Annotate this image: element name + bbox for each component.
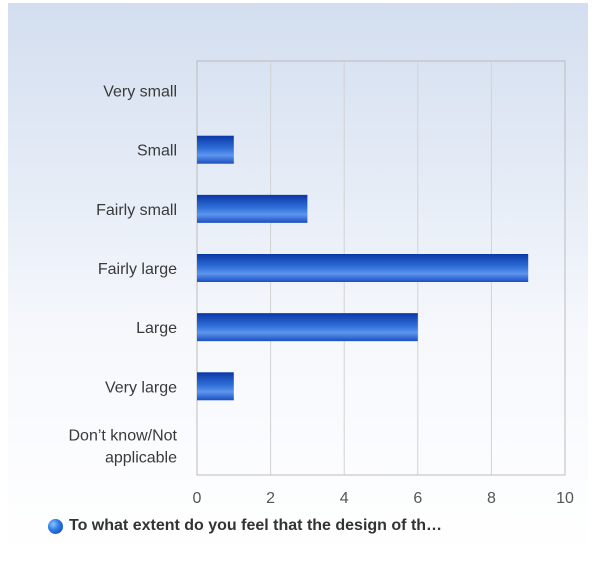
- bar-4: [197, 313, 418, 342]
- category-label-5: Very large: [105, 379, 177, 396]
- legend-marker-icon: [48, 518, 63, 534]
- chart-panel: Very small Small Fairly small Fairly large L…: [8, 3, 588, 558]
- category-label-1: Small: [137, 143, 177, 160]
- category-label-0: Very small: [103, 84, 177, 101]
- x-tick-label-5: 10: [556, 490, 574, 507]
- category-label-2: Fairly small: [96, 202, 177, 219]
- x-tick-label-4: 8: [487, 490, 496, 507]
- bar-chart: Very small Small Fairly small Fairly large L…: [69, 60, 574, 507]
- legend-label: To what extent do you feel that the desi…: [69, 517, 443, 534]
- category-label-6-0: Don’t know/Not: [69, 427, 178, 444]
- category-label-4: Large: [136, 320, 177, 337]
- bar-5: [197, 372, 234, 401]
- x-tick-label-1: 2: [266, 490, 275, 507]
- legend: To what extent do you feel that the desi…: [48, 517, 588, 535]
- x-tick-label-2: 4: [340, 490, 349, 507]
- x-tick-label-3: 6: [413, 490, 422, 507]
- category-label-3: Fairly large: [98, 261, 177, 278]
- bar-2: [197, 194, 308, 223]
- category-label-6-1: applicable: [105, 449, 177, 466]
- bar-1: [197, 135, 234, 164]
- x-tick-label-0: 0: [193, 490, 202, 507]
- bar-3: [197, 254, 529, 282]
